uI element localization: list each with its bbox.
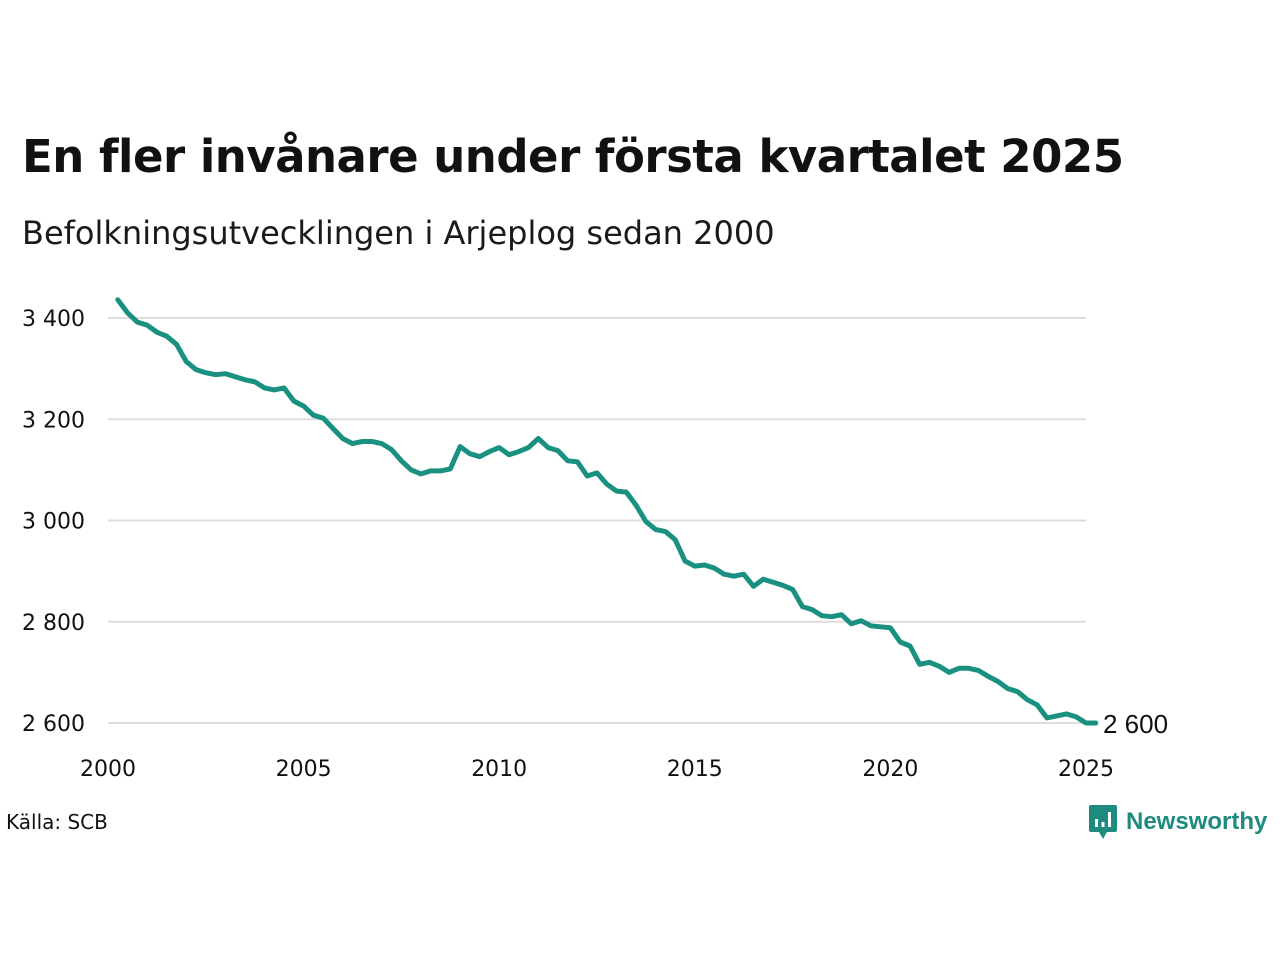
x-axis-tick-labels: 2000 2005 2010 2015 2020 2025 xyxy=(80,757,1114,782)
end-value-label-group: 2 600 xyxy=(1103,709,1168,739)
newsworthy-logo-icon xyxy=(1089,805,1117,839)
series-lines xyxy=(115,297,1099,726)
x-tick-label: 2025 xyxy=(1058,757,1114,782)
y-tick-label: 3 200 xyxy=(22,408,85,433)
end-value-label: 2 600 xyxy=(1103,709,1168,739)
chart-title: En fler invånare under första kvartalet … xyxy=(22,130,1124,183)
y-tick-label: 2 600 xyxy=(22,712,85,737)
series-line xyxy=(115,297,1099,726)
y-axis-tick-labels: 2 600 2 800 3 000 3 200 3 400 xyxy=(22,307,85,737)
x-tick-label: 2000 xyxy=(80,757,136,782)
x-tick-label: 2020 xyxy=(862,757,918,782)
logo-text: Newsworthy xyxy=(1126,808,1268,835)
x-tick-label: 2010 xyxy=(471,757,527,782)
y-tick-label: 3 000 xyxy=(22,510,85,535)
chart-subtitle: Befolkningsutvecklingen i Arjeplog sedan… xyxy=(22,214,775,252)
gridlines xyxy=(108,317,1086,724)
source-note: Källa: SCB xyxy=(6,810,108,834)
x-tick-label: 2005 xyxy=(276,757,332,782)
y-tick-label: 2 800 xyxy=(22,611,85,636)
x-tick-label: 2015 xyxy=(667,757,723,782)
y-tick-label: 3 400 xyxy=(22,307,85,332)
newsworthy-logo: Newsworthy xyxy=(1088,804,1267,840)
